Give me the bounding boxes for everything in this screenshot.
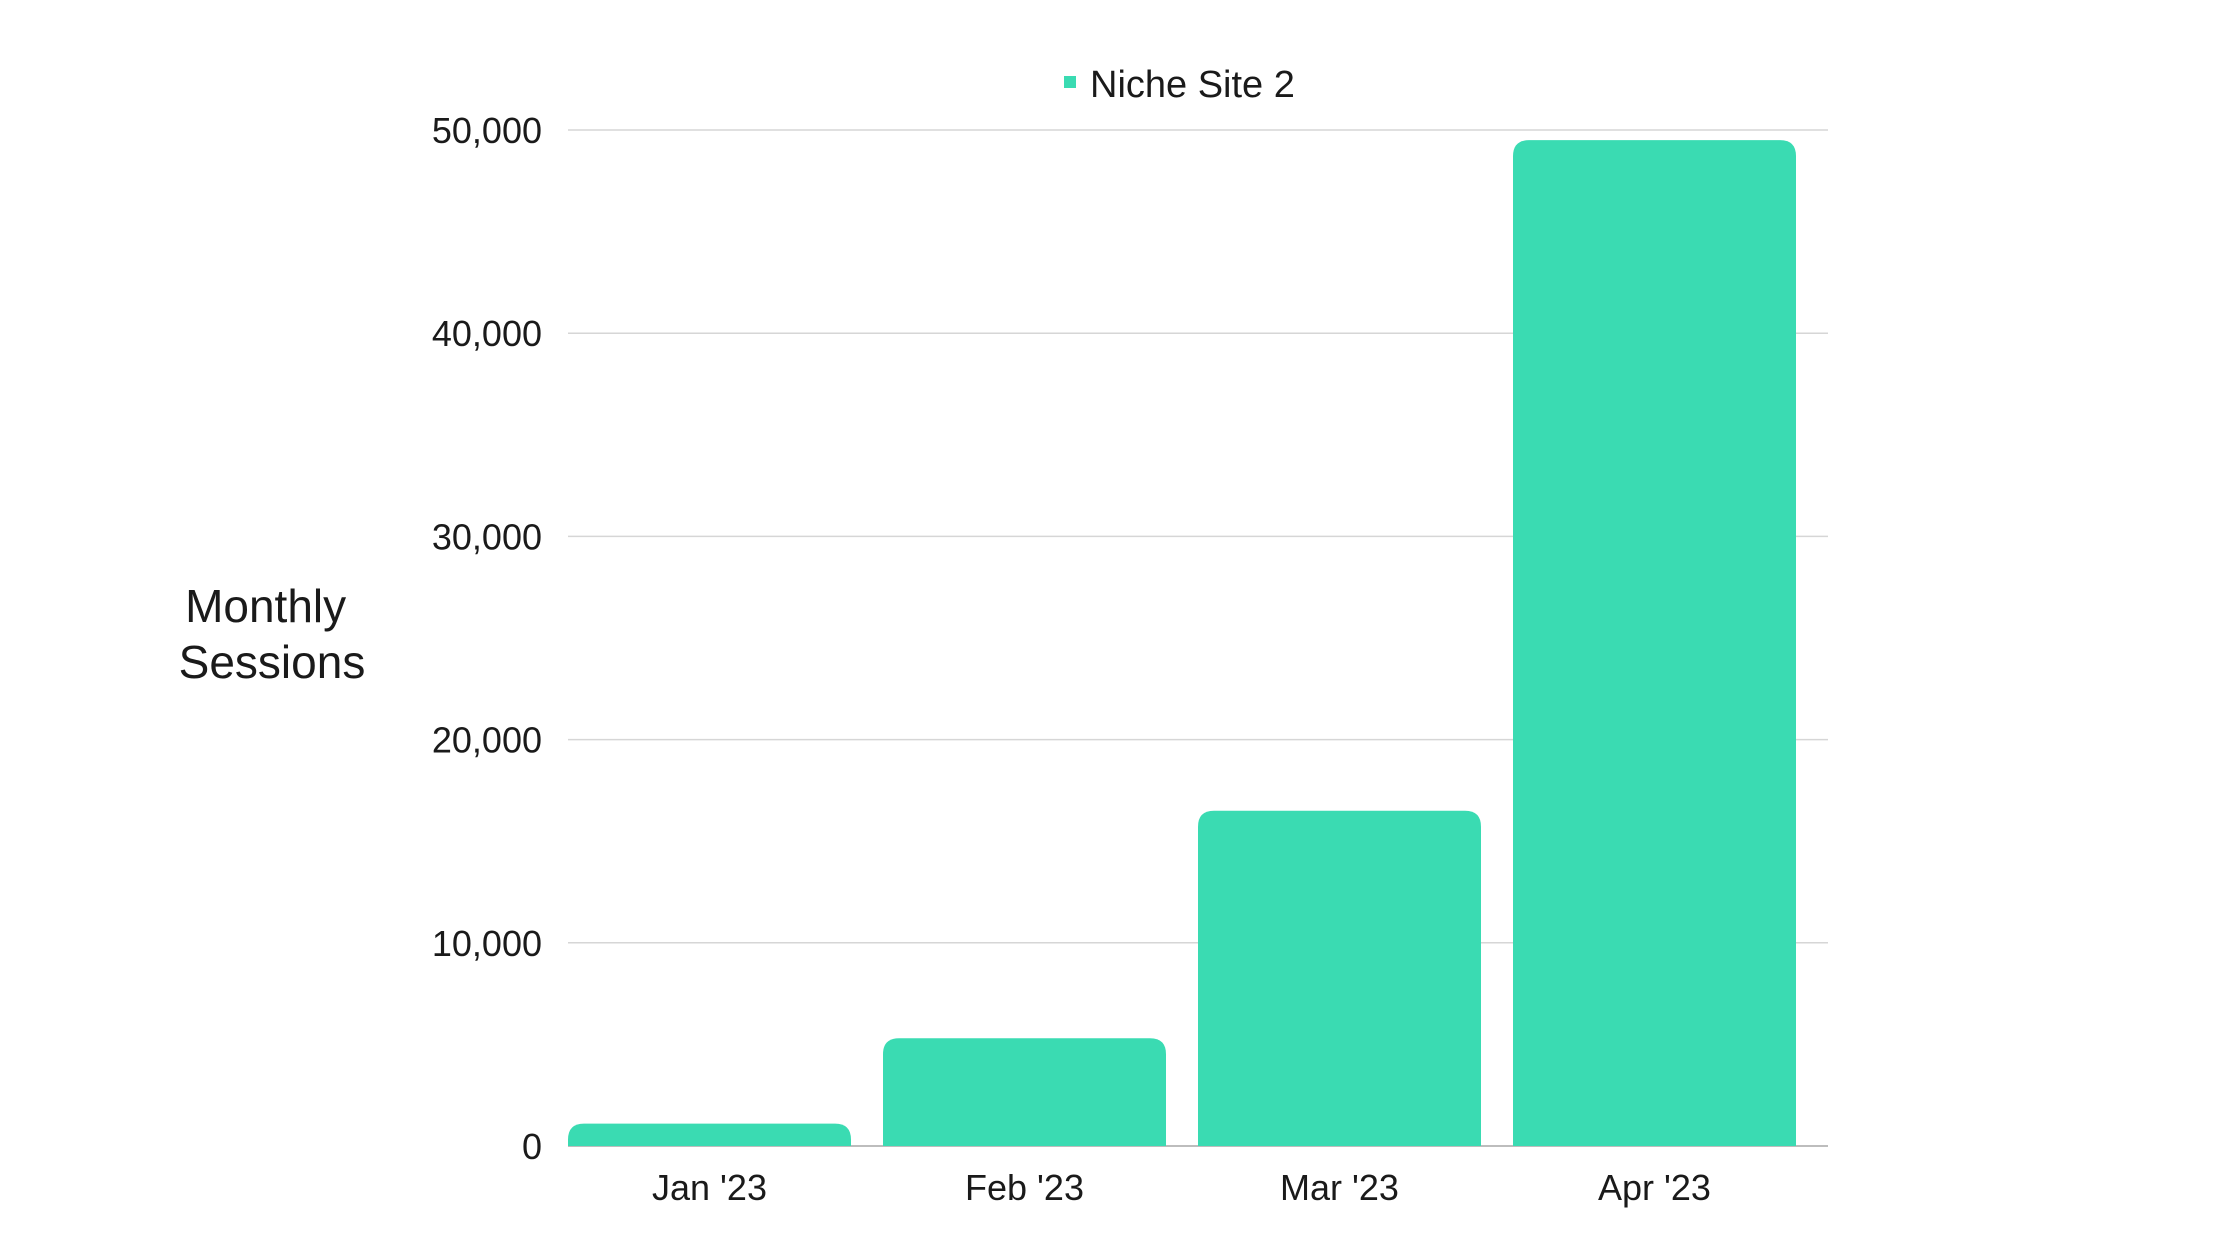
- x-tick-label-mar-23: Mar '23: [1280, 1167, 1399, 1208]
- y-tick-label-20000: 20,000: [432, 720, 542, 761]
- y-axis-ticks: 0 10,000 20,000 30,000 40,000 50,000: [432, 110, 542, 1167]
- bar-mar-23: [1198, 810, 1481, 1146]
- x-axis-ticks: Jan '23 Feb '23 Mar '23 Apr '23: [652, 1167, 1711, 1208]
- y-axis-title-line-1: Monthly: [185, 580, 346, 632]
- y-tick-label-40000: 40,000: [432, 313, 542, 354]
- y-tick-label-10000: 10,000: [432, 923, 542, 964]
- legend-label-niche-site-2: Niche Site 2: [1090, 64, 1295, 106]
- bars: [568, 140, 1796, 1146]
- y-tick-label-30000: 30,000: [432, 516, 542, 557]
- y-axis-title: Monthly Sessions: [179, 580, 366, 688]
- y-tick-label-0: 0: [522, 1126, 542, 1167]
- x-tick-label-apr-23: Apr '23: [1598, 1167, 1711, 1208]
- bar-apr-23: [1513, 140, 1796, 1146]
- legend: Niche Site 2: [1064, 64, 1295, 106]
- x-tick-label-jan-23: Jan '23: [652, 1167, 767, 1208]
- y-axis-title-line-2: Sessions: [179, 636, 366, 688]
- y-tick-label-50000: 50,000: [432, 110, 542, 151]
- bar-jan-23: [568, 1123, 851, 1146]
- x-tick-label-feb-23: Feb '23: [965, 1167, 1084, 1208]
- bar-feb-23: [883, 1038, 1166, 1146]
- legend-swatch-niche-site-2: [1064, 76, 1076, 88]
